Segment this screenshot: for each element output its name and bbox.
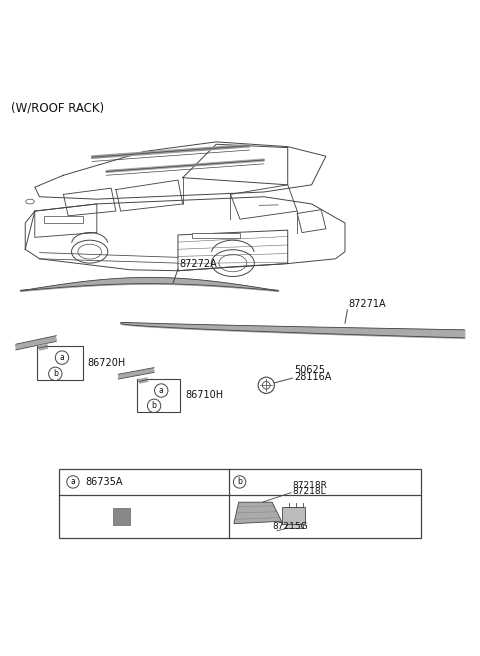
- Bar: [44, 216, 83, 223]
- Bar: [282, 507, 305, 523]
- Bar: [192, 233, 240, 238]
- Text: 87215G: 87215G: [272, 522, 308, 531]
- Text: b: b: [53, 369, 58, 379]
- Polygon shape: [234, 502, 282, 523]
- Text: 86710H: 86710H: [185, 390, 223, 400]
- Text: 50625: 50625: [294, 365, 325, 375]
- Text: 87271A: 87271A: [349, 299, 386, 309]
- Circle shape: [55, 351, 69, 364]
- Circle shape: [147, 399, 161, 413]
- Text: b: b: [237, 478, 242, 487]
- Circle shape: [155, 384, 168, 397]
- Text: a: a: [60, 353, 64, 362]
- Text: 87272A: 87272A: [179, 259, 216, 269]
- Circle shape: [48, 367, 62, 380]
- Bar: [287, 507, 303, 529]
- Circle shape: [67, 476, 79, 488]
- Circle shape: [258, 377, 275, 394]
- Text: 86735A: 86735A: [85, 477, 122, 487]
- Polygon shape: [113, 508, 130, 525]
- Text: 28116A: 28116A: [294, 372, 331, 382]
- Bar: [59, 469, 421, 538]
- Text: a: a: [159, 386, 164, 395]
- Circle shape: [233, 476, 246, 488]
- Text: 86720H: 86720H: [87, 358, 126, 368]
- Text: 87218L: 87218L: [292, 487, 326, 497]
- Text: 87218R: 87218R: [292, 482, 327, 490]
- Bar: [37, 346, 83, 380]
- Text: b: b: [152, 401, 156, 410]
- Text: a: a: [71, 478, 75, 487]
- Text: (W/ROOF RACK): (W/ROOF RACK): [11, 101, 104, 114]
- Bar: [137, 379, 180, 411]
